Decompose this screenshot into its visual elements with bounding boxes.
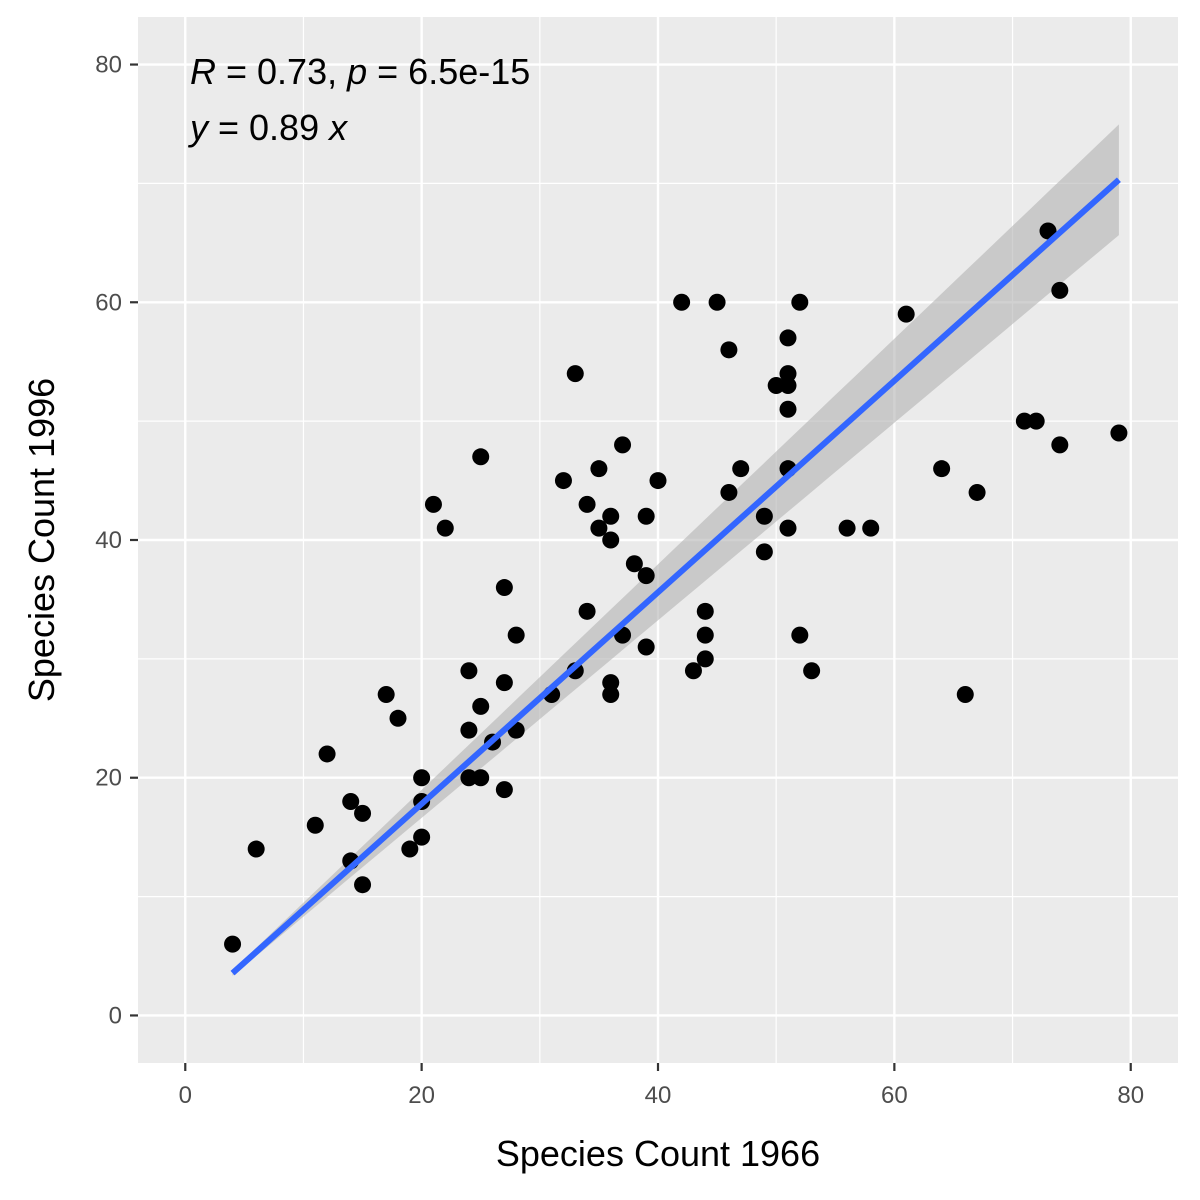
data-point [684, 662, 702, 680]
data-point [673, 293, 691, 311]
x-tick-label: 80 [1117, 1082, 1144, 1109]
data-point [755, 507, 773, 525]
y-symbol: y [187, 107, 210, 148]
data-point [460, 721, 478, 739]
data-point [696, 650, 714, 668]
regression-equation-annotation: y = 0.89 x [187, 107, 349, 148]
data-point [495, 579, 513, 597]
data-point [602, 686, 620, 704]
major-gridlines [138, 17, 1178, 1063]
y-tick-label: 80 [95, 52, 122, 79]
y-tick-label: 0 [109, 1002, 122, 1029]
data-point [779, 329, 797, 347]
data-point [803, 662, 821, 680]
data-point [779, 365, 797, 383]
data-point [507, 626, 525, 644]
correlation-annotation: R = 0.73, p = 6.5e-15 [190, 51, 530, 92]
data-point [460, 662, 478, 680]
data-point [566, 365, 584, 383]
y-axis-title: Species Count 1996 [21, 378, 62, 702]
data-point [354, 804, 372, 822]
data-point [838, 519, 856, 537]
y-tick-label: 40 [95, 527, 122, 554]
data-point [637, 507, 655, 525]
data-point [377, 686, 395, 704]
data-point [1051, 281, 1069, 299]
data-point [755, 543, 773, 561]
data-point [424, 495, 442, 513]
x-axis-title: Species Count 1966 [496, 1133, 820, 1174]
data-point [495, 781, 513, 799]
x-tick-label: 60 [881, 1082, 908, 1109]
data-point [413, 828, 431, 846]
y-tick-label: 20 [95, 765, 122, 792]
data-point [472, 448, 490, 466]
data-point [708, 293, 726, 311]
p-value: = 6.5e-15 [367, 51, 530, 92]
data-point [614, 436, 632, 454]
data-point [578, 602, 596, 620]
data-point [791, 293, 809, 311]
data-point [495, 674, 513, 692]
data-point [649, 472, 667, 490]
data-point [342, 793, 360, 810]
data-point [625, 555, 643, 573]
data-point [720, 483, 738, 501]
data-point [1110, 424, 1128, 442]
data-point [247, 840, 265, 858]
data-point [791, 626, 809, 644]
data-point [590, 519, 608, 537]
confidence-band [232, 124, 1119, 976]
data-point [956, 686, 974, 704]
data-point [779, 519, 797, 537]
data-point [590, 460, 608, 478]
data-point [779, 400, 797, 418]
data-point [436, 519, 454, 537]
data-point [1051, 436, 1069, 454]
p-symbol: p [346, 51, 367, 92]
data-point [862, 519, 880, 537]
data-point [318, 745, 336, 763]
data-point [460, 769, 478, 787]
data-point [578, 495, 596, 513]
data-point [472, 697, 490, 715]
data-point [637, 638, 655, 656]
data-point [413, 769, 431, 787]
regression-line [230, 177, 1121, 976]
data-point [637, 567, 655, 585]
data-point [602, 674, 620, 692]
r-symbol: R [190, 51, 216, 92]
data-point [696, 626, 714, 644]
data-point [767, 376, 785, 394]
x-tick-label: 0 [179, 1082, 192, 1109]
data-point [472, 769, 490, 787]
axis-ticks: 0 20 40 60 80 0 20 40 60 80 [95, 52, 1144, 1109]
data-point [779, 376, 797, 394]
data-point [933, 460, 951, 478]
data-point [354, 876, 372, 894]
data-point [1027, 412, 1045, 430]
r-value: = 0.73, [216, 51, 347, 92]
data-point [389, 709, 407, 727]
data-point [1015, 412, 1033, 430]
data-point [720, 341, 738, 359]
data-point [306, 816, 324, 834]
data-point [602, 507, 620, 525]
data-point [696, 602, 714, 620]
data-point [897, 305, 915, 323]
data-point [401, 840, 419, 858]
equation-value: = 0.89 [208, 107, 329, 148]
data-point [224, 935, 242, 953]
data-point [554, 472, 572, 490]
x-tick-label: 40 [645, 1082, 672, 1109]
data-point [1039, 222, 1057, 240]
data-point [602, 531, 620, 549]
data-point [732, 460, 750, 478]
x-symbol: x [327, 107, 349, 148]
y-tick-label: 60 [95, 289, 122, 316]
x-tick-label: 20 [408, 1082, 435, 1109]
data-point [968, 483, 986, 501]
